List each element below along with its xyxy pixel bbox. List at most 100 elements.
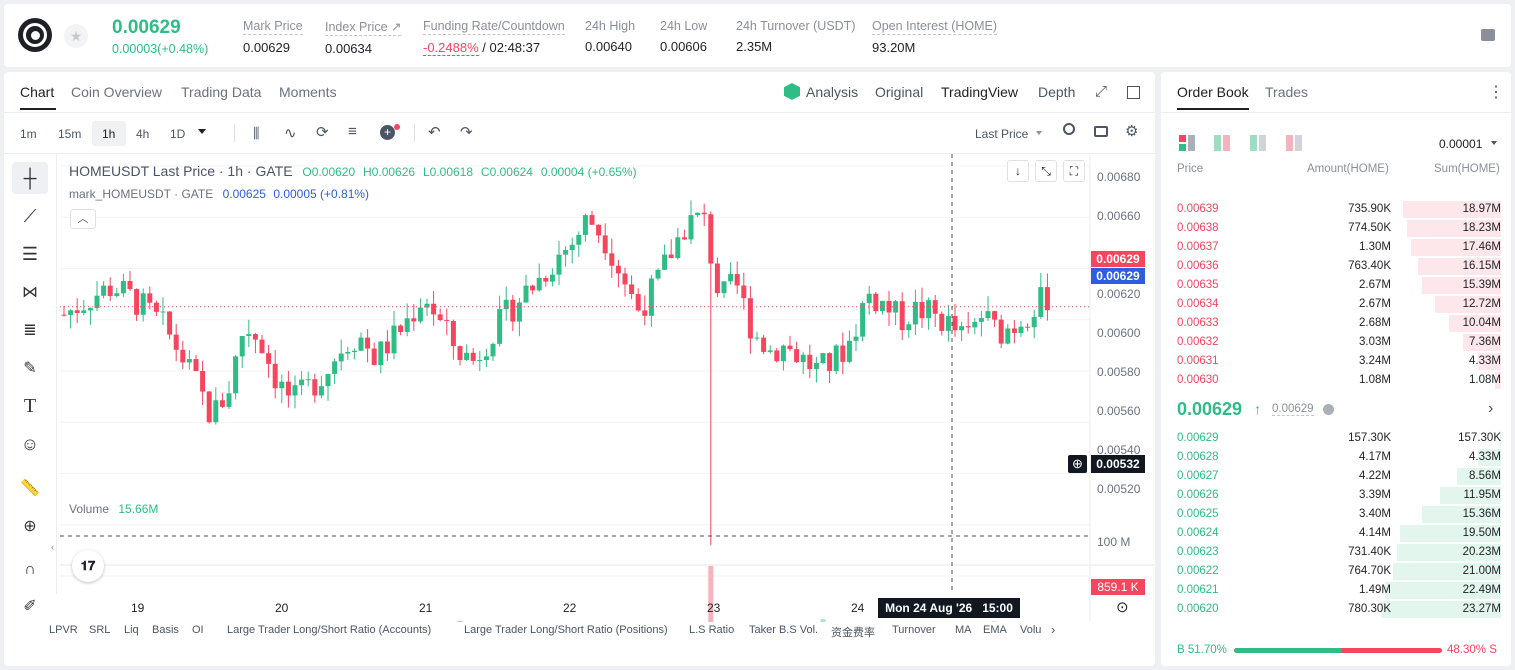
ind-taker[interactable]: Taker B.S Vol. [749, 624, 819, 636]
tab-moments[interactable]: Moments [279, 84, 337, 100]
undo-icon[interactable]: ↶ [428, 124, 441, 141]
ask-row[interactable]: 0.00632 3.03M 7.36M [1161, 333, 1511, 352]
expand-icon[interactable]: ⤢ [1095, 83, 1108, 100]
interval-15m[interactable]: 15m [58, 127, 82, 141]
settings-gear-icon[interactable]: ⚙ [1125, 123, 1139, 140]
view-bids-icon[interactable] [1250, 135, 1266, 151]
ruler-tool-icon[interactable]: 📏 [20, 480, 40, 497]
ask-row[interactable]: 0.00638 774.50K 18.23M [1161, 219, 1511, 238]
bid-row[interactable]: 0.00621 1.49M 22.49M [1161, 581, 1511, 600]
tab-trades[interactable]: Trades [1265, 84, 1309, 100]
window-icon[interactable] [1127, 86, 1140, 99]
ind-funding[interactable]: 资金费率 [831, 627, 875, 639]
text-tool-icon[interactable]: T [23, 394, 37, 417]
bid-row[interactable]: 0.00628 4.17M 4.33M [1161, 448, 1511, 467]
tab-trading-data[interactable]: Trading Data [181, 84, 262, 100]
ind-lpvr[interactable]: LPVR [49, 624, 78, 636]
hline-tool-icon[interactable]: ☰ [21, 243, 39, 264]
add-alert-icon[interactable]: ⊕ [1068, 455, 1087, 473]
view-asks-icon[interactable] [1286, 135, 1302, 151]
interval-dropdown-icon[interactable] [198, 129, 206, 134]
ind-turnover[interactable]: Turnover [892, 624, 936, 636]
precision-caret-icon[interactable] [1491, 141, 1497, 145]
tab-order-book[interactable]: Order Book [1177, 84, 1249, 100]
view-depth[interactable]: Depth [1038, 84, 1076, 100]
more-menu-icon[interactable]: ⋮ [1488, 84, 1504, 101]
ask-row[interactable]: 0.00637 1.30M 17.46M [1161, 238, 1511, 257]
ind-ls-ratio[interactable]: L.S Ratio [689, 624, 735, 636]
templates-icon[interactable]: ≡ [348, 123, 357, 140]
compare-icon[interactable]: ⟳ [316, 124, 329, 141]
ind-volume[interactable]: Volu [1020, 624, 1042, 636]
emoji-tool-icon[interactable]: ☺ [20, 433, 40, 454]
bid-row[interactable]: 0.00624 4.14M 19.50M [1161, 524, 1511, 543]
candle-body [483, 356, 489, 361]
ask-row[interactable]: 0.00639 735.90K 18.97M [1161, 200, 1511, 219]
view-split-icon[interactable] [1214, 135, 1230, 151]
view-tradingview[interactable]: TradingView [941, 84, 1019, 100]
depth-bar [1393, 563, 1501, 580]
interval-1h[interactable]: 1h [102, 127, 116, 141]
fib-tool-icon[interactable]: ≣ [23, 322, 37, 339]
favorite-star-icon[interactable]: ★ [64, 24, 88, 48]
bid-row[interactable]: 0.00625 3.40M 15.36M [1161, 505, 1511, 524]
scroll-down-icon[interactable]: ↓ [1007, 160, 1029, 182]
view-both-icon[interactable] [1179, 135, 1195, 151]
redo-icon[interactable]: ↷ [460, 124, 473, 141]
collapse-chart-icon[interactable]: ⤡ [1035, 160, 1057, 182]
add-indicator-icon[interactable]: + [380, 125, 395, 140]
bid-row[interactable]: 0.00622 764.70K 21.00M [1161, 562, 1511, 581]
bid-row[interactable]: 0.00627 4.22M 8.56M [1161, 467, 1511, 486]
ind-ema[interactable]: EMA [983, 624, 1007, 636]
ind-lt-positions[interactable]: Large Trader Long/Short Ratio (Positions… [464, 624, 668, 636]
ask-row[interactable]: 0.00631 3.24M 4.33M [1161, 352, 1511, 371]
ind-lt-accounts[interactable]: Large Trader Long/Short Ratio (Accounts) [227, 624, 432, 636]
ask-row[interactable]: 0.00635 2.67M 15.39M [1161, 276, 1511, 295]
interval-1h-active[interactable] [92, 121, 126, 146]
camera-icon[interactable] [1094, 126, 1108, 137]
zoom-tool-icon[interactable]: ⊕ [23, 518, 37, 535]
indicators-icon[interactable]: ∿ [284, 125, 297, 142]
ind-oi[interactable]: OI [192, 624, 204, 636]
price-type-select[interactable]: Last Price [975, 127, 1029, 141]
chart-settings-icon[interactable]: ⊙ [1116, 599, 1129, 616]
bid-row[interactable]: 0.00623 731.40K 20.23M [1161, 543, 1511, 562]
analysis-icon[interactable] [784, 83, 800, 100]
view-original[interactable]: Original [875, 84, 924, 100]
bid-row[interactable]: 0.00620 780.30K 23.27M [1161, 600, 1511, 619]
indicator-next-icon[interactable]: › [1051, 622, 1056, 637]
ind-basis[interactable]: Basis [152, 624, 179, 636]
ask-row[interactable]: 0.00634 2.67M 12.72M [1161, 295, 1511, 314]
tab-chart[interactable]: Chart [20, 84, 55, 100]
interval-4h[interactable]: 4h [136, 127, 150, 141]
ask-row[interactable]: 0.00633 2.68M 10.04M [1161, 314, 1511, 333]
fullscreen-chart-icon[interactable]: ⛶ [1063, 160, 1085, 182]
ind-liq[interactable]: Liq [124, 624, 139, 636]
collapse-toolbar-icon[interactable]: ‹ [51, 542, 54, 552]
bid-row[interactable]: 0.00626 3.39M 11.95M [1161, 486, 1511, 505]
view-analysis[interactable]: Analysis [806, 84, 859, 100]
interval-1m[interactable]: 1m [20, 127, 37, 141]
bid-row[interactable]: 0.00629 157.30K 157.30K [1161, 429, 1511, 448]
pattern-tool-icon[interactable]: ⋈ [22, 284, 38, 301]
ask-row[interactable]: 0.00630 1.08M 1.08M [1161, 371, 1511, 390]
tab-coin-overview[interactable]: Coin Overview [71, 84, 163, 100]
ind-srl[interactable]: SRL [89, 624, 111, 636]
candlestick-chart[interactable] [60, 154, 1155, 622]
chevron-right-icon[interactable]: › [1488, 400, 1494, 417]
ind-ma[interactable]: MA [955, 624, 972, 636]
brush-tool-icon[interactable]: ✎ [23, 360, 37, 377]
pencil-lock-icon[interactable]: ✐ [23, 598, 37, 615]
interval-1d[interactable]: 1D [170, 127, 186, 141]
magnet-tool-icon[interactable]: ∩ [24, 561, 36, 578]
price-type-caret-icon[interactable] [1036, 131, 1042, 135]
collapse-legend-button[interactable]: ︿ [70, 209, 96, 229]
search-icon[interactable] [1063, 123, 1075, 135]
book-icon[interactable] [1481, 29, 1495, 41]
candle-type-icon[interactable]: ⫼ [253, 125, 260, 141]
trendline-tool-icon[interactable]: ⟋ [23, 205, 37, 226]
crosshair-tool-icon[interactable]: ┼ [12, 162, 48, 194]
precision-select[interactable]: 0.00001 [1439, 137, 1483, 151]
ask-row[interactable]: 0.00636 763.40K 16.15M [1161, 257, 1511, 276]
stat-index-price[interactable]: Index Price ↗ 0.00634 [325, 20, 402, 56]
